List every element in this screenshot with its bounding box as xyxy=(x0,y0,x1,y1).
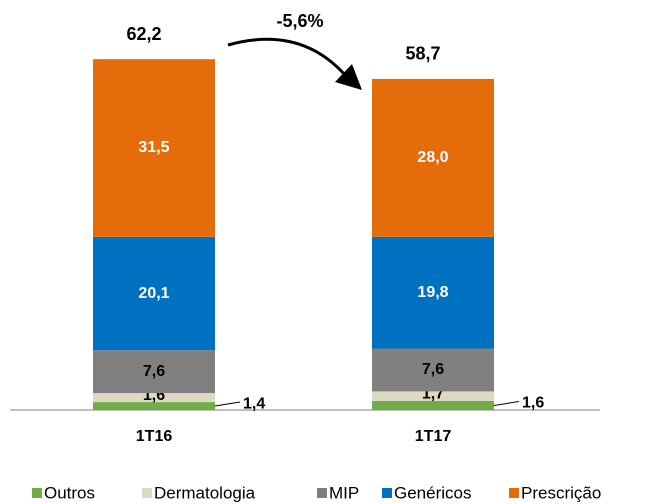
legend-label: Outros xyxy=(44,483,95,502)
bar-segment xyxy=(372,400,494,410)
bar-segment xyxy=(372,348,494,392)
legend-marker xyxy=(509,488,519,498)
bar-segment xyxy=(93,59,215,237)
legend-marker xyxy=(32,488,42,498)
data-label: 31,5 xyxy=(138,139,169,156)
leader-line xyxy=(493,400,520,406)
x-tick-label: 1T17 xyxy=(415,428,452,445)
data-label: 19,8 xyxy=(417,284,448,301)
legend-label: Genéricos xyxy=(394,483,471,502)
legend-marker xyxy=(317,488,327,498)
data-label: 1,4 xyxy=(243,395,265,412)
legend-marker xyxy=(382,488,392,498)
data-label: 1,6 xyxy=(522,395,544,412)
legend-marker xyxy=(142,488,152,498)
total-label: 62,2 xyxy=(126,24,161,44)
data-label: 7,6 xyxy=(422,361,444,378)
leader-line xyxy=(214,401,241,407)
bar-segment xyxy=(93,350,215,394)
legend-label: Dermatologia xyxy=(154,483,256,502)
bar-segment xyxy=(372,391,494,401)
total-label: 58,7 xyxy=(405,44,440,64)
bar-segment xyxy=(372,236,494,349)
x-tick-label: 1T16 xyxy=(136,428,173,445)
data-label: 28,0 xyxy=(417,149,448,166)
arrow xyxy=(227,37,347,77)
bar-segment xyxy=(372,78,494,237)
data-label: 7,6 xyxy=(143,363,165,380)
legend-label: MIP xyxy=(329,483,359,502)
annotation: -5,6% xyxy=(276,11,323,31)
bar-segment xyxy=(93,402,215,410)
bar-segment xyxy=(93,236,215,351)
arrow-head xyxy=(335,64,362,90)
legend-label: Prescrição xyxy=(521,483,601,502)
bar-segment xyxy=(93,393,215,403)
data-label: 20,1 xyxy=(138,285,169,302)
